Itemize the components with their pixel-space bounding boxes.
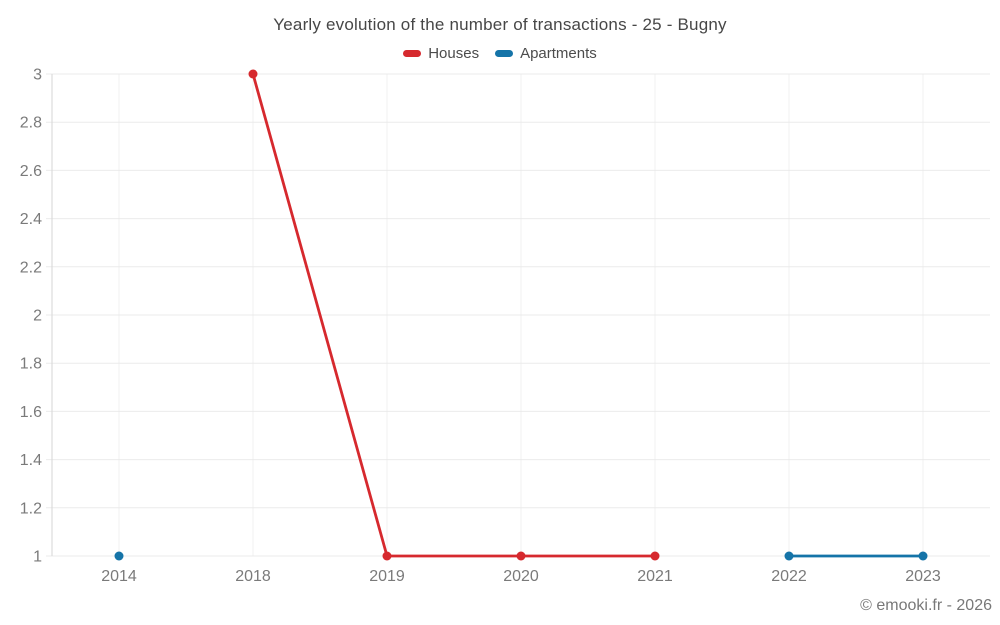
- y-tick-label: 1.4: [20, 452, 42, 469]
- y-tick-label: 2.8: [20, 115, 42, 132]
- x-tick-label: 2022: [771, 568, 807, 585]
- data-point[interactable]: [784, 551, 794, 561]
- x-tick-label: 2023: [905, 568, 941, 585]
- series-houses: [248, 69, 660, 561]
- x-tick-label: 2019: [369, 568, 405, 585]
- y-tick-label: 2: [33, 308, 42, 325]
- legend-label-houses: Houses: [428, 45, 480, 62]
- legend-label-apartments: Apartments: [520, 45, 597, 62]
- x-tick-label: 2020: [503, 568, 539, 585]
- chart-title: Yearly evolution of the number of transa…: [273, 15, 727, 34]
- y-tick-label: 1.8: [20, 356, 42, 373]
- x-tick-label: 2018: [235, 568, 271, 585]
- y-tick-label: 1: [33, 549, 42, 566]
- y-tick-label: 3: [33, 67, 42, 84]
- legend-item-houses[interactable]: Houses: [403, 45, 479, 62]
- y-tick-label: 1.2: [20, 500, 42, 517]
- data-point[interactable]: [248, 69, 258, 79]
- data-point[interactable]: [918, 551, 928, 561]
- y-tick-label: 1.6: [20, 404, 42, 421]
- y-axis-labels: 1 1.2 1.4 1.6 1.8 2 2.2 2.4 2.6 2.8 3: [20, 67, 42, 566]
- credit-text: © emooki.fr - 2026: [860, 597, 992, 614]
- apartments-legend-swatch-icon: [495, 50, 514, 57]
- x-tick-label: 2014: [101, 568, 137, 585]
- legend-item-apartments[interactable]: Apartments: [495, 45, 597, 62]
- y-tick-label: 2.2: [20, 259, 42, 276]
- legend: Houses Apartments: [0, 45, 1000, 62]
- data-point[interactable]: [516, 551, 526, 561]
- y-tick-label: 2.6: [20, 163, 42, 180]
- data-point[interactable]: [650, 551, 660, 561]
- data-point[interactable]: [114, 551, 124, 561]
- y-gridlines: [46, 73, 990, 557]
- houses-legend-swatch-icon: [403, 50, 422, 57]
- series-apartments: [114, 551, 928, 561]
- x-axis-labels: 2014 2018 2019 2020 2021 2022 2023: [101, 568, 941, 585]
- x-tick-label: 2021: [637, 568, 673, 585]
- series-line: [251, 72, 657, 558]
- y-tick-label: 2.4: [20, 211, 42, 228]
- data-point[interactable]: [382, 551, 392, 561]
